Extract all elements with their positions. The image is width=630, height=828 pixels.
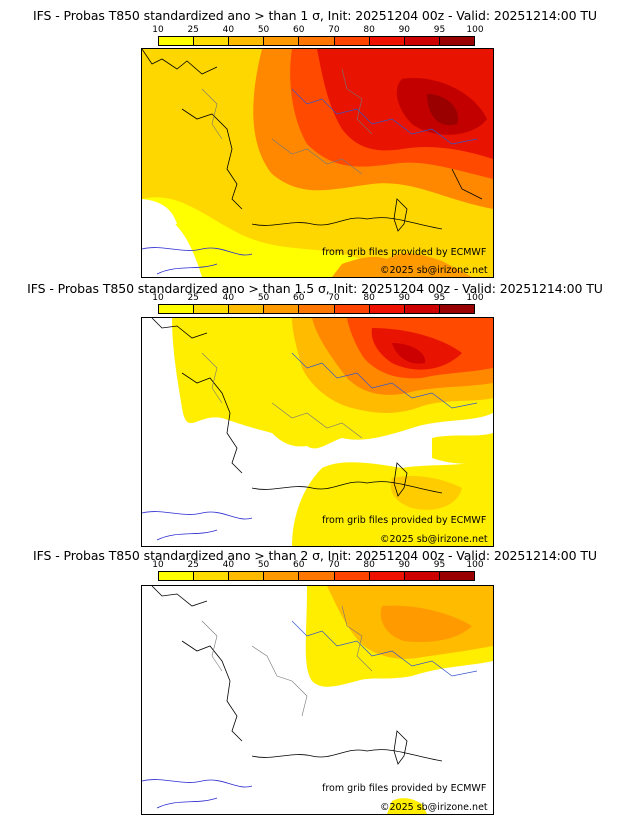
data-source-credit: from grib files provided by ECMWF bbox=[322, 515, 487, 526]
tick-label: 95 bbox=[433, 25, 446, 35]
colorbar-swatch bbox=[334, 572, 370, 580]
tick-label: 95 bbox=[433, 293, 446, 303]
colorbar-swatch bbox=[299, 572, 335, 580]
tick-label: 40 bbox=[222, 25, 235, 35]
colorbar-swatch bbox=[159, 572, 195, 580]
tick-label: 40 bbox=[222, 560, 235, 570]
data-source-credit: from grib files provided by ECMWF bbox=[322, 247, 487, 258]
copyright-credit: ©2025 sb@irizone.net bbox=[380, 802, 488, 813]
colorbar-swatch bbox=[404, 37, 440, 45]
colorbar-swatch bbox=[369, 37, 405, 45]
tick-label: 100 bbox=[466, 25, 484, 35]
tick-label: 10 bbox=[152, 293, 164, 303]
colorbar-swatch bbox=[159, 305, 195, 313]
colorbar-swatch bbox=[194, 572, 230, 580]
colorbar-swatch bbox=[404, 305, 440, 313]
colorbar-swatch bbox=[439, 572, 474, 580]
colorbar-swatch bbox=[229, 305, 265, 313]
colorbar-swatch bbox=[369, 305, 405, 313]
probability-map: from grib files provided by ECMWF ©2025 … bbox=[141, 585, 494, 815]
colorbar-swatch bbox=[229, 37, 265, 45]
colorbar-swatch bbox=[369, 572, 405, 580]
tick-label: 70 bbox=[328, 560, 340, 570]
tick-label: 50 bbox=[257, 293, 270, 303]
tick-label: 100 bbox=[466, 560, 484, 570]
tick-label: 60 bbox=[293, 25, 305, 35]
tick-label: 25 bbox=[187, 293, 199, 303]
colorbar-swatch bbox=[229, 572, 265, 580]
colorbar-swatch bbox=[159, 37, 195, 45]
tick-label: 50 bbox=[257, 560, 270, 570]
colorbar bbox=[158, 571, 475, 581]
panel-1-5-sigma: IFS - Probas T850 standardized ano > tha… bbox=[0, 276, 630, 547]
tick-label: 60 bbox=[293, 293, 305, 303]
colorbar-labels: 10 25 40 50 60 70 80 90 95 100 bbox=[152, 25, 483, 36]
tick-label: 25 bbox=[187, 25, 199, 35]
data-source-credit: from grib files provided by ECMWF bbox=[322, 783, 487, 794]
tick-label: 50 bbox=[257, 25, 270, 35]
tick-label: 10 bbox=[152, 25, 164, 35]
probability-map: from grib files provided by ECMWF ©2025 … bbox=[141, 317, 494, 547]
tick-label: 25 bbox=[187, 560, 199, 570]
tick-label: 70 bbox=[328, 25, 340, 35]
panel-2-sigma: IFS - Probas T850 standardized ano > tha… bbox=[0, 546, 630, 828]
colorbar-labels: 10 25 40 50 60 70 80 90 95 100 bbox=[152, 293, 483, 304]
tick-label: 40 bbox=[222, 293, 235, 303]
colorbar bbox=[158, 36, 475, 46]
colorbar-swatch bbox=[439, 305, 474, 313]
copyright-credit: ©2025 sb@irizone.net bbox=[380, 534, 488, 545]
tick-label: 80 bbox=[363, 560, 375, 570]
tick-label: 90 bbox=[398, 560, 411, 570]
copyright-credit: ©2025 sb@irizone.net bbox=[380, 265, 488, 276]
tick-label: 95 bbox=[433, 560, 446, 570]
colorbar-swatch bbox=[334, 37, 370, 45]
tick-label: 10 bbox=[152, 560, 164, 570]
colorbar-swatch bbox=[334, 305, 370, 313]
tick-label: 90 bbox=[398, 25, 411, 35]
colorbar-swatch bbox=[404, 572, 440, 580]
colorbar-labels: 10 25 40 50 60 70 80 90 95 100 bbox=[152, 560, 483, 571]
tick-label: 80 bbox=[363, 25, 375, 35]
probability-map: from grib files provided by ECMWF ©2025 … bbox=[141, 48, 494, 278]
panel-title: IFS - Probas T850 standardized ano > tha… bbox=[33, 548, 597, 563]
tick-label: 100 bbox=[466, 293, 484, 303]
colorbar-swatch bbox=[264, 37, 300, 45]
colorbar-swatch bbox=[299, 37, 335, 45]
colorbar-swatch bbox=[264, 305, 300, 313]
colorbar-swatch bbox=[264, 572, 300, 580]
colorbar-swatch bbox=[194, 37, 230, 45]
tick-label: 80 bbox=[363, 293, 375, 303]
colorbar-swatch bbox=[299, 305, 335, 313]
tick-label: 70 bbox=[328, 293, 340, 303]
colorbar-swatch bbox=[194, 305, 230, 313]
panel-title: IFS - Probas T850 standardized ano > tha… bbox=[33, 8, 597, 23]
panel-title: IFS - Probas T850 standardized ano > tha… bbox=[27, 281, 603, 296]
tick-label: 60 bbox=[293, 560, 305, 570]
tick-label: 90 bbox=[398, 293, 411, 303]
colorbar-swatch bbox=[439, 37, 474, 45]
panel-1-sigma: IFS - Probas T850 standardized ano > tha… bbox=[0, 0, 630, 278]
colorbar bbox=[158, 304, 475, 314]
